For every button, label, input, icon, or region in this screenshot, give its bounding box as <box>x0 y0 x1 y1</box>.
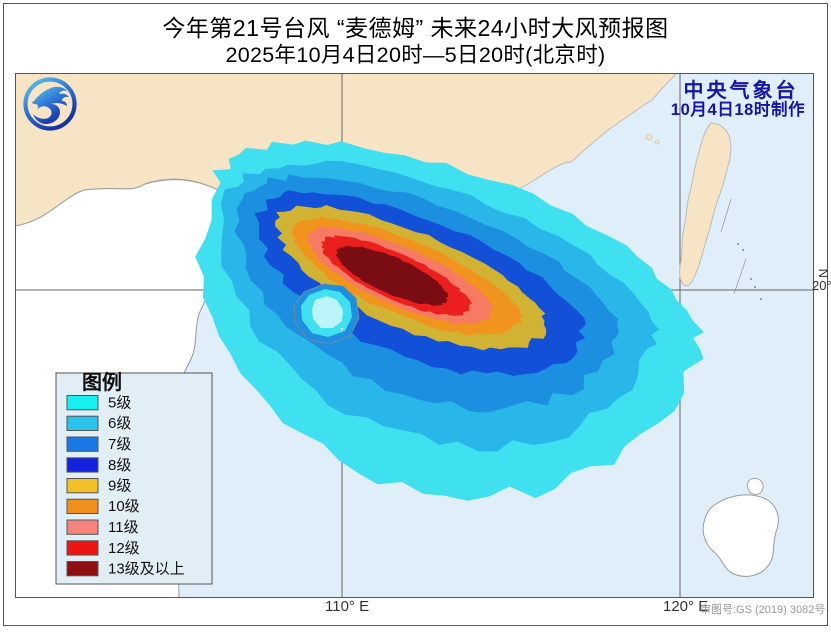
svg-text:11级: 11级 <box>108 519 139 536</box>
svg-text:10级: 10级 <box>108 498 140 515</box>
svg-text:8级: 8级 <box>108 457 131 474</box>
svg-text:13级及以上: 13级及以上 <box>108 561 185 578</box>
svg-text:7级: 7级 <box>108 436 131 453</box>
svg-text:10月4日18时制作: 10月4日18时制作 <box>671 99 805 119</box>
svg-text:图例: 图例 <box>82 370 122 394</box>
svg-text:5级: 5级 <box>108 395 131 412</box>
svg-text:9级: 9级 <box>108 478 131 495</box>
svg-text:12级: 12级 <box>108 540 140 557</box>
svg-text:6级: 6级 <box>108 415 131 432</box>
svg-text:中央气象台: 中央气象台 <box>684 78 799 102</box>
